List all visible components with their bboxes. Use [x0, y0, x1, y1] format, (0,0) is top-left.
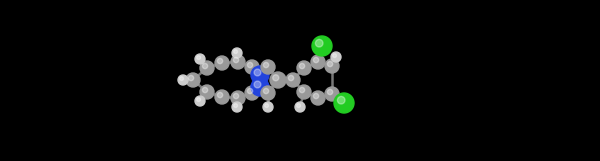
Circle shape — [217, 58, 223, 64]
Circle shape — [247, 88, 253, 94]
Circle shape — [334, 93, 354, 113]
Circle shape — [316, 39, 323, 47]
Circle shape — [247, 62, 253, 68]
Circle shape — [251, 78, 269, 96]
Circle shape — [254, 69, 261, 76]
Circle shape — [337, 96, 345, 104]
Circle shape — [234, 50, 238, 53]
Circle shape — [254, 81, 261, 88]
Circle shape — [311, 55, 325, 69]
Circle shape — [202, 87, 208, 93]
Circle shape — [328, 61, 333, 67]
Circle shape — [312, 36, 332, 56]
Circle shape — [232, 48, 242, 58]
Circle shape — [263, 102, 273, 112]
Circle shape — [197, 56, 200, 60]
Circle shape — [325, 59, 339, 73]
Circle shape — [186, 73, 200, 87]
Circle shape — [325, 87, 339, 101]
Circle shape — [270, 72, 286, 88]
Circle shape — [333, 54, 337, 57]
Circle shape — [233, 93, 239, 99]
Circle shape — [299, 63, 305, 69]
Circle shape — [200, 61, 214, 75]
Circle shape — [178, 75, 188, 85]
Circle shape — [297, 104, 301, 108]
Circle shape — [297, 85, 311, 99]
Circle shape — [234, 104, 238, 108]
Circle shape — [245, 60, 259, 74]
Circle shape — [232, 102, 242, 112]
Circle shape — [195, 96, 205, 106]
Circle shape — [195, 54, 205, 64]
Circle shape — [215, 90, 229, 104]
Circle shape — [231, 91, 245, 105]
Circle shape — [233, 57, 239, 63]
Circle shape — [273, 75, 279, 81]
Circle shape — [328, 89, 333, 95]
Circle shape — [311, 91, 325, 105]
Circle shape — [297, 61, 311, 75]
Circle shape — [231, 55, 245, 69]
Circle shape — [265, 104, 269, 108]
Circle shape — [313, 57, 319, 63]
Circle shape — [261, 60, 275, 74]
Circle shape — [217, 92, 223, 98]
Circle shape — [180, 77, 184, 80]
Circle shape — [202, 63, 208, 69]
Circle shape — [286, 73, 300, 87]
Circle shape — [289, 75, 294, 81]
Circle shape — [263, 88, 269, 94]
Circle shape — [299, 87, 305, 93]
Circle shape — [188, 75, 194, 81]
Circle shape — [295, 102, 305, 112]
Circle shape — [313, 93, 319, 99]
Circle shape — [245, 86, 259, 100]
Circle shape — [261, 86, 275, 100]
Circle shape — [215, 56, 229, 70]
Circle shape — [251, 66, 269, 84]
Circle shape — [197, 98, 200, 101]
Circle shape — [263, 62, 269, 68]
Circle shape — [200, 85, 214, 99]
Circle shape — [331, 52, 341, 62]
